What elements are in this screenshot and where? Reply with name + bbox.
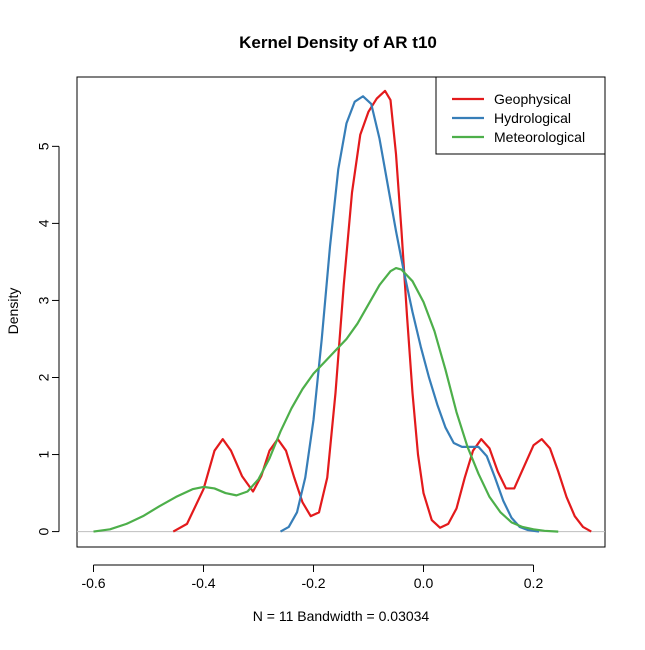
series-line-meteorological [93, 266, 559, 533]
legend-label-meteorological: Meteorological [494, 129, 585, 145]
x-axis: -0.6 -0.4 -0.2 0.0 0.2 [81, 564, 544, 591]
x-tick-label: -0.6 [81, 575, 105, 591]
y-tick-label: 3 [36, 296, 52, 304]
legend-label-geophysical: Geophysical [494, 91, 571, 107]
y-axis: 0 1 2 3 4 5 [36, 142, 60, 535]
legend-box [435, 76, 606, 155]
y-tick-label: 2 [36, 373, 52, 381]
y-tick-label: 0 [36, 527, 52, 535]
y-tick-label: 4 [36, 219, 52, 227]
chart-title: Kernel Density of AR t10 [239, 33, 437, 52]
x-axis-label: N = 11 Bandwidth = 0.03034 [253, 608, 430, 624]
x-tick-label: 0.2 [524, 575, 544, 591]
x-tick-label: -0.2 [301, 575, 325, 591]
y-axis-label: Density [5, 288, 21, 335]
series-line-hydrological [279, 95, 540, 533]
series-layer [93, 89, 592, 533]
y-tick-label: 1 [36, 450, 52, 458]
x-tick-label: -0.4 [191, 575, 215, 591]
y-tick-label: 5 [36, 142, 52, 150]
plot-frame [76, 76, 606, 548]
x-tick-label: 0.0 [414, 575, 434, 591]
legend: Geophysical Hydrological Meteorological [435, 76, 606, 155]
legend-label-hydrological: Hydrological [494, 110, 571, 126]
